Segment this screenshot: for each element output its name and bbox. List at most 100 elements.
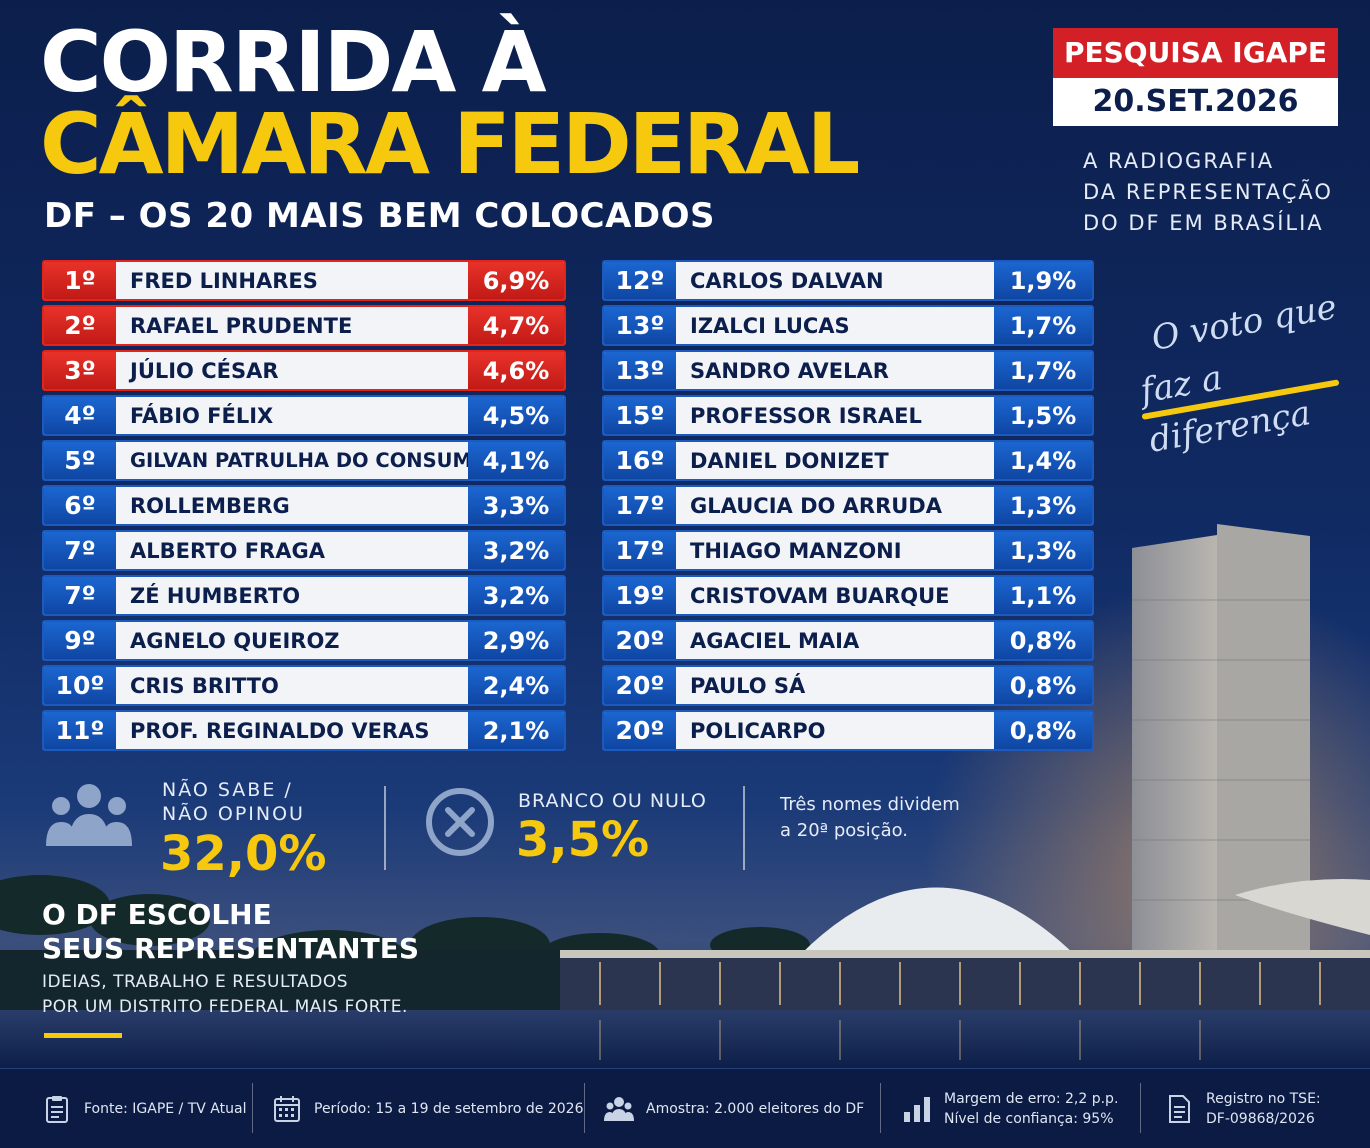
document-icon — [1169, 1095, 1190, 1123]
branco-nulo-label: BRANCO OU NULO — [518, 790, 707, 812]
ranking-position: 17º — [604, 532, 676, 569]
candidate-name: PROFESSOR ISRAEL — [690, 403, 922, 428]
slogan: O voto que faz a diferença — [1128, 278, 1370, 466]
message-sub-line-2: POR UM DISTRITO FEDERAL MAIS FORTE. — [42, 997, 408, 1017]
ranking-row: 7º ZÉ HUMBERTO 3,2% — [42, 575, 566, 616]
candidate-percentage: 4,6% — [468, 352, 564, 389]
candidate-name: DANIEL DONIZET — [690, 448, 889, 473]
tagline-line-1: A RADIOGRAFIA — [1083, 149, 1275, 173]
ranking-position: 20º — [604, 667, 676, 704]
candidate-name: CRIS BRITTO — [130, 673, 279, 698]
title-line-1: CORRIDA À — [40, 13, 547, 111]
ranking-position: 15º — [604, 397, 676, 434]
candidate-percentage: 1,4% — [994, 442, 1092, 479]
ranking-row: 13º SANDRO AVELAR 1,7% — [602, 350, 1094, 391]
footer-fonte-text: Fonte: IGAPE / TV Atual — [84, 1101, 247, 1117]
footer-periodo-text: Período: 15 a 19 de setembro de 2026 — [314, 1101, 584, 1117]
ranking-position: 13º — [604, 352, 676, 389]
candidate-percentage: 3,2% — [468, 577, 564, 614]
footer-margem: Margem de erro: 2,2 p.p. Nível de confia… — [902, 1069, 1118, 1148]
footer-amostra-text: Amostra: 2.000 eleitores do DF — [646, 1101, 865, 1117]
message-title-line-1: O DF ESCOLHE — [42, 898, 272, 931]
ranking-position: 2º — [44, 307, 116, 344]
ranking-position: 17º — [604, 487, 676, 524]
ranking-position: 20º — [604, 622, 676, 659]
ranking-position: 7º — [44, 577, 116, 614]
ranking-row: 1º FRED LINHARES 6,9% — [42, 260, 566, 301]
ranking-row: 5º GILVAN PATRULHA DO CONSUMIDOR4,1% — [42, 440, 566, 481]
ranking-position: 20º — [604, 712, 676, 749]
ranking-row: 15º PROFESSOR ISRAEL 1,5% — [602, 395, 1094, 436]
footer-margem-line-2: Nível de confiança: 95% — [944, 1111, 1114, 1127]
footer-registro-text: Registro no TSE: DF-09868/2026 — [1206, 1089, 1321, 1129]
candidate-name: PAULO SÁ — [690, 673, 806, 698]
tagline-line-3: DO DF EM BRASÍLIA — [1083, 211, 1324, 235]
tie-note-line-2: a 20ª posição. — [780, 820, 909, 841]
footer-divider — [1140, 1083, 1141, 1133]
ranking-row: 20º PAULO SÁ 0,8% — [602, 665, 1094, 706]
footer-registro-line-2: DF-09868/2026 — [1206, 1111, 1315, 1127]
ranking-position: 1º — [44, 262, 116, 299]
tie-note-line-1: Três nomes dividem — [780, 794, 960, 815]
candidate-percentage: 3,3% — [468, 487, 564, 524]
ranking-position: 10º — [44, 667, 116, 704]
candidate-name: SANDRO AVELAR — [690, 358, 889, 383]
ranking-row: 20º AGACIEL MAIA 0,8% — [602, 620, 1094, 661]
ranking-position: 9º — [44, 622, 116, 659]
message-underline — [44, 1033, 122, 1038]
footer-amostra: Amostra: 2.000 eleitores do DF — [604, 1069, 864, 1148]
candidate-name: FRED LINHARES — [130, 268, 318, 293]
nao-sabe-value: 32,0% — [160, 826, 327, 882]
ranking-position: 7º — [44, 532, 116, 569]
footer-periodo: Período: 15 a 19 de setembro de 2026 — [272, 1069, 583, 1148]
ranking-column-right: 12º CARLOS DALVAN 1,9% 13º IZALCI LUCAS 1,7% 1… — [602, 260, 1094, 755]
ranking-row: 19º CRISTOVAM BUARQUE 1,1% — [602, 575, 1094, 616]
subtitle: DF – OS 20 MAIS BEM COLOCADOS — [44, 196, 716, 236]
candidate-name: GILVAN PATRULHA DO CONSUMIDOR — [130, 449, 468, 472]
candidate-percentage: 0,8% — [994, 712, 1092, 749]
people-small-icon — [604, 1097, 634, 1121]
candidate-percentage: 1,1% — [994, 577, 1092, 614]
ranking-position: 16º — [604, 442, 676, 479]
message-title-line-2: SEUS REPRESENTANTES — [42, 932, 419, 965]
candidate-name: ZÉ HUMBERTO — [130, 583, 301, 608]
candidate-name: RAFAEL PRUDENTE — [130, 313, 353, 338]
candidate-percentage: 2,4% — [468, 667, 564, 704]
ranking-row: 3º JÚLIO CÉSAR 4,6% — [42, 350, 566, 391]
candidate-name: PROF. REGINALDO VERAS — [130, 718, 430, 743]
ranking-row: 6º ROLLEMBERG 3,3% — [42, 485, 566, 526]
ranking-position: 11º — [44, 712, 116, 749]
candidate-percentage: 3,2% — [468, 532, 564, 569]
message-sub-line-1: IDEIAS, TRABALHO E RESULTADOS — [42, 972, 349, 992]
x-circle-icon — [426, 788, 494, 856]
ranking-row: 10º CRIS BRITTO 2,4% — [42, 665, 566, 706]
ranking-row: 20º POLICARPO 0,8% — [602, 710, 1094, 751]
clipboard-icon — [46, 1096, 68, 1123]
candidate-name: GLAUCIA DO ARRUDA — [690, 493, 942, 518]
footer-fonte: Fonte: IGAPE / TV Atual — [42, 1069, 246, 1148]
ranking-column-left: 1º FRED LINHARES 6,9% 2º RAFAEL PRUDENTE 4,7%… — [42, 260, 566, 755]
candidate-name: CARLOS DALVAN — [690, 268, 884, 293]
candidate-percentage: 4,5% — [468, 397, 564, 434]
ranking-position: 3º — [44, 352, 116, 389]
candidate-percentage: 4,7% — [468, 307, 564, 344]
footer: Fonte: IGAPE / TV Atual Período: 15 a 19… — [0, 1068, 1370, 1148]
footer-registro: Registro no TSE: DF-09868/2026 — [1164, 1069, 1321, 1148]
footer-divider — [584, 1083, 585, 1133]
candidate-percentage: 2,1% — [468, 712, 564, 749]
ranking-row: 9º AGNELO QUEIROZ 2,9% — [42, 620, 566, 661]
footer-divider — [252, 1083, 253, 1133]
tagline: A RADIOGRAFIA DA REPRESENTAÇÃO DO DF EM … — [1083, 146, 1353, 239]
nao-sabe-label-line-1: NÃO SABE / — [162, 779, 293, 801]
stats-divider — [743, 786, 745, 870]
candidate-percentage: 0,8% — [994, 622, 1092, 659]
title-line-2: CÂMARA FEDERAL — [40, 95, 860, 193]
candidate-percentage: 1,7% — [994, 352, 1092, 389]
ranking-row: 16º DANIEL DONIZET 1,4% — [602, 440, 1094, 481]
branco-nulo-value: 3,5% — [516, 812, 650, 868]
footer-registro-line-1: Registro no TSE: — [1206, 1091, 1321, 1107]
candidate-percentage: 1,3% — [994, 487, 1092, 524]
ranking-position: 13º — [604, 307, 676, 344]
ranking-row: 13º IZALCI LUCAS 1,7% — [602, 305, 1094, 346]
candidate-percentage: 0,8% — [994, 667, 1092, 704]
